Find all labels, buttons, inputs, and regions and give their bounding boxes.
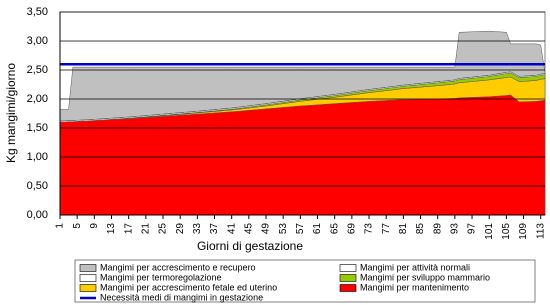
legend-swatch <box>339 274 357 282</box>
legend-swatch <box>79 264 97 272</box>
x-tick-label: 41 <box>226 223 237 235</box>
x-tick-label: 73 <box>364 223 375 235</box>
x-tick-label: 85 <box>415 223 426 235</box>
x-axis-title: Giorni di gestazione <box>197 239 303 253</box>
legend-label: Mangimi per attività normali <box>360 262 470 272</box>
x-tick-label: 29 <box>175 223 186 235</box>
x-tick-label: 109 <box>518 223 529 240</box>
x-tick-label: 69 <box>346 223 357 235</box>
y-tick-label: 0,50 <box>27 180 48 192</box>
y-tick-label: 2,50 <box>27 64 48 76</box>
legend-label: Mangimi per mantenimento <box>360 282 469 292</box>
y-tick-label: 1,00 <box>27 151 48 163</box>
x-tick-label: 17 <box>123 223 134 235</box>
x-tick-label: 5 <box>72 223 83 229</box>
y-tick-label: 1,50 <box>27 122 48 134</box>
legend-swatch <box>339 284 357 292</box>
x-tick-label: 105 <box>501 223 512 240</box>
legend-label: Mangimi per accrescimento e recupero <box>100 262 256 272</box>
legend-label: Mangimi per termoregolazione <box>100 272 222 282</box>
x-tick-label: 37 <box>209 223 220 235</box>
x-tick-label: 81 <box>398 223 409 235</box>
x-tick-label: 21 <box>140 223 151 235</box>
x-tick-label: 77 <box>381 223 392 235</box>
legend-swatch <box>79 274 97 282</box>
legend-swatch <box>339 264 357 272</box>
x-tick-label: 53 <box>278 223 289 235</box>
x-tick-label: 13 <box>106 223 117 235</box>
x-tick-label: 25 <box>158 223 169 235</box>
legend: Mangimi per mantenimento Mangimi per accr… <box>79 262 490 302</box>
x-tick-label: 101 <box>484 223 495 240</box>
x-tick-label: 97 <box>467 223 478 235</box>
legend-swatch <box>79 284 97 292</box>
x-tick-label: 57 <box>295 223 306 235</box>
y-tick-label: 3,00 <box>27 35 48 47</box>
legend-label: Mangimi per sviluppo mammario <box>360 272 490 282</box>
y-tick-label: 2,00 <box>27 93 48 105</box>
x-tick-label: 113 <box>535 223 546 239</box>
x-tick-label: 33 <box>192 223 203 235</box>
x-tick-label: 65 <box>329 223 340 235</box>
area <box>59 30 546 122</box>
legend-label: Necessità medi di mangimi in gestazione <box>100 292 263 302</box>
y-tick-label: 0,00 <box>27 209 48 221</box>
x-tick-label: 1 <box>55 223 66 229</box>
x-tick-label: 45 <box>243 223 254 235</box>
x-tick-label: 89 <box>432 223 443 235</box>
x-tick-label: 49 <box>261 223 272 235</box>
x-tick-label: 61 <box>312 223 323 235</box>
legend-box <box>74 259 536 303</box>
legend-label: Mangimi per accrescimento fetale ed uter… <box>100 282 277 292</box>
x-tick-label: 93 <box>450 223 461 235</box>
x-tick-label: 9 <box>89 223 100 229</box>
y-tick-label: 3,50 <box>27 6 48 18</box>
y-axis-title: Kg mangimi/giorno <box>4 63 18 163</box>
